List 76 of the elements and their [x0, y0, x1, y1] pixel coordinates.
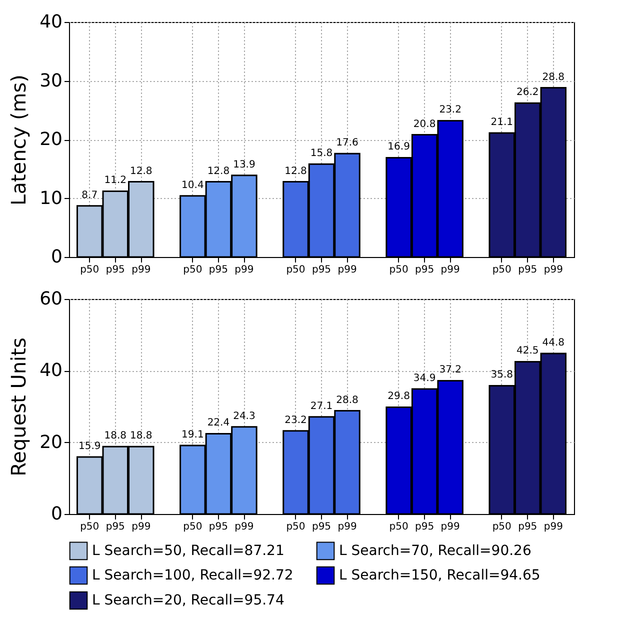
x-tick-label: p50	[183, 522, 202, 532]
data-label: 35.8	[490, 370, 513, 381]
data-label: 15.9	[78, 441, 101, 452]
x-tick-label: p50	[389, 522, 408, 532]
data-label: 20.8	[413, 118, 436, 130]
legend-label: L Search=150, Recall=94.65	[339, 568, 540, 584]
data-label: 15.8	[310, 148, 333, 160]
data-label: 18.8	[130, 430, 152, 442]
x-tick-label: p99	[440, 264, 460, 276]
x-tick-label: p95	[415, 264, 434, 276]
x-tick-label: p95	[208, 264, 228, 276]
data-label: 28.8	[542, 72, 565, 83]
y-tick-label: 10	[40, 188, 62, 209]
data-label: 23.2	[284, 414, 307, 426]
data-label: 37.2	[439, 364, 462, 376]
x-tick-label: p99	[338, 264, 357, 276]
x-tick-label: p99	[440, 522, 460, 532]
data-label: 28.8	[336, 394, 358, 406]
legend-label: L Search=100, Recall=92.72	[92, 568, 294, 584]
x-tick-label: p95	[415, 522, 434, 532]
data-label: 13.9	[233, 159, 256, 170]
x-tick-label: p99	[132, 264, 151, 276]
x-tick-label: p50	[389, 264, 408, 276]
data-label: 23.2	[439, 104, 462, 116]
data-label: 10.4	[182, 180, 204, 191]
y-tick-label: 0	[51, 504, 62, 524]
x-tick-label: p50	[183, 264, 202, 276]
x-tick-label: p99	[544, 264, 563, 276]
legend-label: L Search=50, Recall=87.21	[92, 542, 284, 559]
data-label: 24.3	[233, 410, 256, 422]
y-tick-label: 40	[40, 360, 62, 382]
data-label: 16.9	[388, 142, 410, 153]
y-axis-title: Request Units	[6, 338, 31, 476]
x-tick-label: p50	[80, 264, 100, 276]
x-tick-label: p95	[106, 522, 125, 532]
y-tick-label: 60	[40, 288, 62, 310]
data-label: 19.1	[182, 430, 204, 441]
data-label: 17.6	[336, 138, 358, 149]
y-tick-label: 0	[51, 246, 62, 268]
data-label: 12.8	[284, 166, 307, 177]
x-tick-label: p99	[544, 522, 563, 532]
x-tick-label: p95	[312, 264, 332, 276]
y-tick-label: 30	[40, 70, 62, 92]
y-tick-label: 40	[40, 12, 62, 32]
y-axis-title: Latency (ms)	[6, 74, 31, 206]
x-tick-label: p95	[518, 522, 538, 532]
y-tick-label: 20	[40, 432, 62, 453]
legend-label: L Search=70, Recall=90.26	[339, 542, 532, 559]
data-label: 12.8	[130, 166, 152, 177]
y-tick-label: 20	[40, 129, 62, 150]
x-tick-label: p99	[132, 522, 151, 532]
data-label: 8.7	[82, 190, 98, 201]
data-label: 22.4	[207, 418, 230, 429]
x-tick-label: p50	[286, 264, 306, 276]
legend-label: L Search=20, Recall=95.74	[92, 592, 284, 608]
data-label: 11.2	[104, 175, 127, 186]
x-tick-label: p99	[338, 522, 357, 532]
data-label: 42.5	[516, 346, 539, 357]
x-tick-label: p95	[208, 522, 228, 532]
data-label: 44.8	[542, 337, 565, 348]
x-tick-label: p95	[518, 264, 538, 276]
data-label: 18.8	[104, 430, 127, 442]
x-tick-label: p50	[492, 522, 512, 532]
data-label: 27.1	[310, 400, 333, 412]
x-tick-label: p50	[492, 264, 512, 276]
x-tick-label: p95	[312, 522, 332, 532]
x-tick-label: p99	[234, 264, 254, 276]
data-label: 34.9	[413, 372, 436, 384]
x-tick-label: p50	[80, 522, 100, 532]
data-label: 26.2	[516, 87, 539, 98]
data-label: 21.1	[490, 117, 513, 128]
x-tick-label: p99	[234, 522, 254, 532]
data-label: 29.8	[388, 391, 410, 402]
x-tick-label: p50	[286, 522, 306, 532]
x-tick-label: p95	[106, 264, 125, 276]
data-label: 12.8	[207, 166, 230, 177]
